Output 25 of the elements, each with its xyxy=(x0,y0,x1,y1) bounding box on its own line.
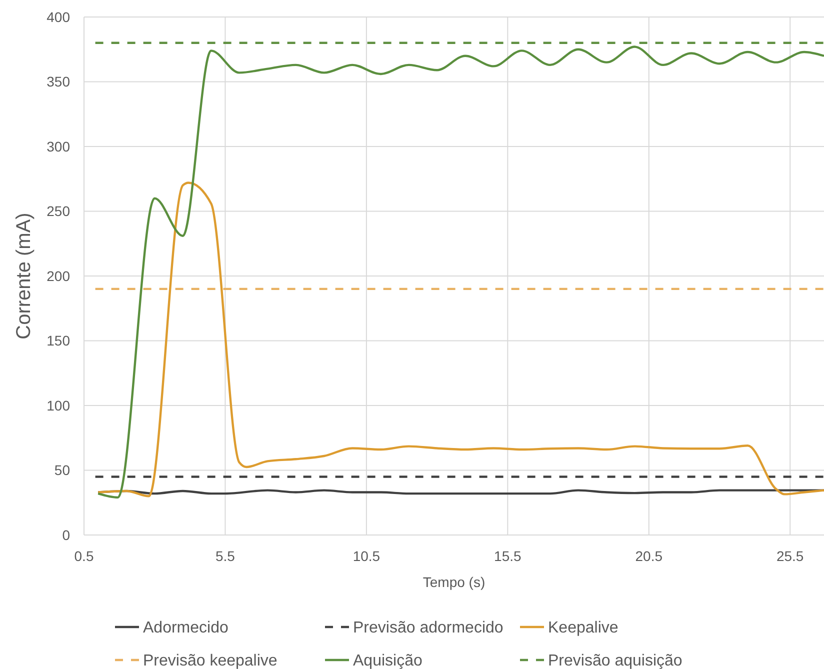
y-tick-label: 400 xyxy=(46,8,70,25)
y-tick-label: 150 xyxy=(46,332,70,349)
x-tick-label: 20.5 xyxy=(635,548,663,564)
x-tick-label: 0.5 xyxy=(74,548,94,564)
y-tick-label: 300 xyxy=(46,138,70,154)
y-axis-title: Corrente (mA) xyxy=(13,212,35,340)
legend-label: Previsão adormecido xyxy=(353,620,504,637)
x-tick-label: 10.5 xyxy=(352,548,380,564)
y-tick-label: 200 xyxy=(46,268,70,284)
legend-label: Previsão keepalive xyxy=(143,652,278,669)
y-tick-label: 50 xyxy=(54,462,70,478)
legend-label: Adormecido xyxy=(143,620,228,637)
y-tick-label: 250 xyxy=(46,203,70,220)
x-tick-label: 5.5 xyxy=(215,548,236,564)
x-axis-title: Tempo (s) xyxy=(422,574,486,590)
legend-label: Keepalive xyxy=(548,620,618,637)
y-tick-label: 350 xyxy=(46,74,70,90)
y-tick-label: 0 xyxy=(62,526,70,543)
legend-label: Aquisição xyxy=(353,652,422,669)
line-series xyxy=(97,46,824,499)
line-series xyxy=(97,182,824,498)
x-tick-label: 25.5 xyxy=(776,548,804,564)
legend-label: Previsão aquisição xyxy=(548,652,682,669)
x-tick-label: 15.5 xyxy=(494,548,522,564)
y-tick-label: 100 xyxy=(46,397,70,414)
